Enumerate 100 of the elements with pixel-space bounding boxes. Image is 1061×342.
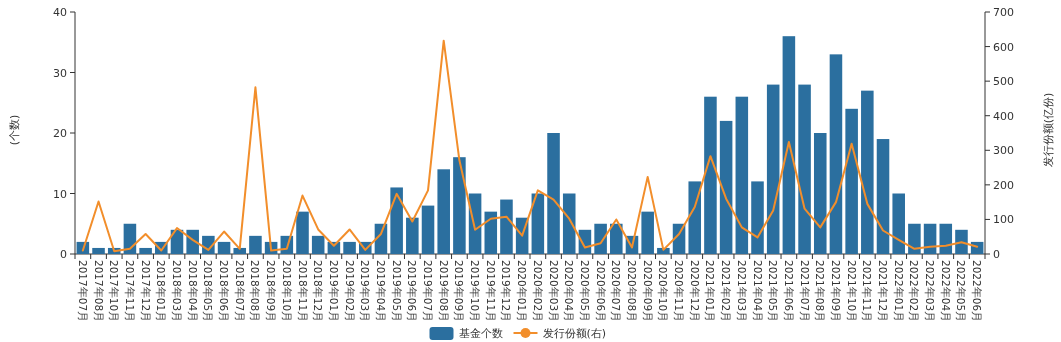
x-tick-label: 2022年02月 bbox=[908, 260, 921, 323]
bar bbox=[641, 211, 654, 254]
x-tick-label: 2021年01月 bbox=[704, 260, 717, 323]
y2-tick-label: 0 bbox=[993, 248, 1000, 261]
x-tick-label: 2020年08月 bbox=[625, 260, 638, 323]
bar bbox=[766, 84, 780, 254]
legend-label: 发行份额(右) bbox=[542, 326, 607, 340]
x-tick-label: 2021年07月 bbox=[798, 260, 811, 323]
bar bbox=[813, 133, 827, 254]
x-tick-label: 2018年03月 bbox=[170, 260, 183, 323]
x-tick-label: 2021年02月 bbox=[720, 260, 733, 323]
bar bbox=[829, 54, 843, 254]
bar bbox=[955, 229, 968, 254]
bar bbox=[657, 247, 670, 254]
x-tick-label: 2018年04月 bbox=[186, 260, 199, 323]
x-tick-label: 2017年08月 bbox=[92, 260, 105, 323]
x-tick-label: 2018年01月 bbox=[155, 260, 168, 323]
bar bbox=[406, 217, 419, 254]
x-tick-label: 2020年07月 bbox=[610, 260, 623, 323]
y-tick-label: 10 bbox=[53, 187, 67, 201]
y2-tick-label: 400 bbox=[993, 109, 1014, 123]
bar bbox=[437, 169, 450, 254]
bar bbox=[704, 96, 717, 254]
x-tick-label: 2017年10月 bbox=[108, 260, 121, 323]
x-tick-label: 2021年12月 bbox=[877, 260, 890, 323]
bar bbox=[908, 223, 921, 254]
bar bbox=[92, 247, 105, 254]
x-tick-label: 2021年03月 bbox=[735, 260, 748, 323]
x-tick-label: 2018年12月 bbox=[312, 260, 325, 323]
x-tick-label: 2018年10月 bbox=[280, 260, 293, 323]
bar bbox=[421, 205, 435, 254]
bar bbox=[547, 133, 560, 254]
y2-tick-label: 300 bbox=[993, 144, 1014, 158]
x-tick-label: 2019年08月 bbox=[437, 260, 450, 323]
bar bbox=[500, 199, 513, 254]
x-tick-label: 2018年08月 bbox=[249, 260, 262, 323]
x-tick-label: 2018年06月 bbox=[218, 260, 231, 323]
x-tick-label: 2022年06月 bbox=[971, 260, 984, 323]
y-tick-label: 0 bbox=[60, 248, 67, 261]
x-tick-label: 2022年03月 bbox=[924, 260, 937, 323]
x-tick-label: 2020年11月 bbox=[673, 260, 686, 323]
x-tick-label: 2020年02月 bbox=[531, 260, 544, 323]
x-tick-label: 2019年05月 bbox=[390, 260, 403, 323]
x-tick-label: 2021年11月 bbox=[861, 260, 874, 323]
bar bbox=[594, 223, 607, 254]
x-tick-label: 2020年09月 bbox=[641, 260, 654, 323]
bar bbox=[688, 181, 702, 254]
x-tick-label: 2019年12月 bbox=[500, 260, 513, 323]
bar bbox=[892, 193, 905, 254]
bar bbox=[217, 241, 231, 254]
x-tick-label: 2019年07月 bbox=[422, 260, 435, 323]
x-tick-label: 2022年01月 bbox=[892, 260, 905, 323]
x-tick-label: 2020年05月 bbox=[578, 260, 591, 323]
x-tick-label: 2018年05月 bbox=[202, 260, 215, 323]
x-tick-label: 2019年03月 bbox=[359, 260, 372, 323]
bar bbox=[845, 108, 858, 254]
x-tick-label: 2019年11月 bbox=[484, 260, 497, 323]
x-tick-label: 2021年10月 bbox=[845, 260, 858, 323]
bar bbox=[719, 120, 733, 254]
x-tick-label: 2020年06月 bbox=[594, 260, 607, 323]
bar bbox=[139, 247, 152, 254]
bar bbox=[861, 90, 874, 254]
x-tick-label: 2022年04月 bbox=[939, 260, 952, 323]
bar bbox=[610, 223, 623, 254]
y2-tick-label: 500 bbox=[993, 75, 1014, 89]
x-tick-label: 2017年07月 bbox=[76, 260, 89, 323]
x-tick-label: 2018年11月 bbox=[296, 260, 309, 323]
x-tick-label: 2020年03月 bbox=[547, 260, 560, 323]
y-tick-label: 30 bbox=[53, 66, 67, 80]
bar bbox=[751, 181, 764, 254]
y-tick-label: 20 bbox=[53, 127, 67, 140]
bar bbox=[311, 235, 325, 254]
x-tick-label: 2020年01月 bbox=[516, 260, 529, 323]
x-tick-label: 2020年04月 bbox=[563, 260, 576, 323]
bar bbox=[735, 96, 749, 254]
bar bbox=[562, 193, 576, 254]
x-tick-label: 2017年11月 bbox=[123, 260, 136, 323]
bar bbox=[782, 36, 796, 254]
y2-axis-title: 发行份额(亿份) bbox=[1041, 92, 1055, 168]
bar bbox=[296, 211, 309, 254]
x-tick-label: 2021年09月 bbox=[829, 260, 842, 323]
x-tick-label: 2022年05月 bbox=[955, 260, 968, 323]
y2-tick-label: 700 bbox=[993, 6, 1014, 19]
x-tick-label: 2017年12月 bbox=[139, 260, 152, 323]
bar bbox=[343, 241, 356, 254]
x-tick-label: 2019年10月 bbox=[469, 260, 482, 323]
y-axis-title: (个数) bbox=[7, 114, 21, 146]
x-tick-label: 2018年09月 bbox=[265, 260, 278, 323]
bar bbox=[531, 193, 545, 254]
bar bbox=[798, 84, 811, 254]
x-tick-label: 2021年04月 bbox=[751, 260, 764, 323]
x-tick-label: 2019年04月 bbox=[374, 260, 387, 323]
x-tick-label: 2021年05月 bbox=[767, 260, 780, 323]
y-tick-label: 40 bbox=[53, 6, 67, 19]
x-tick-label: 2020年12月 bbox=[688, 260, 701, 323]
bar bbox=[453, 157, 466, 254]
bar bbox=[876, 139, 890, 254]
bar bbox=[390, 187, 403, 254]
x-tick-label: 2021年08月 bbox=[814, 260, 827, 323]
y2-tick-label: 200 bbox=[993, 178, 1014, 192]
